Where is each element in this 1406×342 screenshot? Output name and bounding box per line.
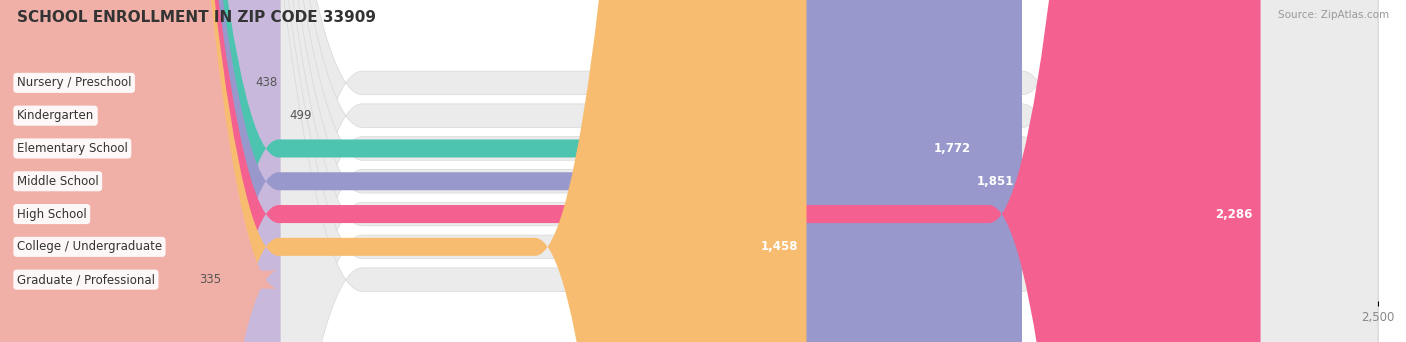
FancyBboxPatch shape: [7, 0, 807, 342]
FancyBboxPatch shape: [0, 0, 278, 342]
FancyBboxPatch shape: [7, 0, 1378, 342]
Text: 499: 499: [288, 109, 311, 122]
Text: 1,851: 1,851: [976, 175, 1014, 188]
FancyBboxPatch shape: [7, 0, 1378, 342]
Text: Source: ZipAtlas.com: Source: ZipAtlas.com: [1278, 10, 1389, 20]
Text: SCHOOL ENROLLMENT IN ZIP CODE 33909: SCHOOL ENROLLMENT IN ZIP CODE 33909: [17, 10, 375, 25]
Text: High School: High School: [17, 208, 87, 221]
Text: 438: 438: [256, 76, 277, 89]
FancyBboxPatch shape: [0, 0, 278, 342]
FancyBboxPatch shape: [7, 0, 979, 342]
FancyBboxPatch shape: [7, 0, 1378, 342]
FancyBboxPatch shape: [7, 0, 1378, 342]
Text: Middle School: Middle School: [17, 175, 98, 188]
Text: 335: 335: [200, 273, 221, 286]
FancyBboxPatch shape: [7, 0, 281, 342]
FancyBboxPatch shape: [7, 0, 1378, 342]
Text: Graduate / Professional: Graduate / Professional: [17, 273, 155, 286]
FancyBboxPatch shape: [7, 0, 1378, 342]
Text: Elementary School: Elementary School: [17, 142, 128, 155]
Text: Kindergarten: Kindergarten: [17, 109, 94, 122]
Text: 1,458: 1,458: [761, 240, 799, 253]
FancyBboxPatch shape: [7, 0, 1378, 342]
Text: 1,772: 1,772: [934, 142, 970, 155]
Text: 2,286: 2,286: [1215, 208, 1253, 221]
FancyBboxPatch shape: [7, 0, 1261, 342]
FancyBboxPatch shape: [7, 0, 1022, 342]
Text: Nursery / Preschool: Nursery / Preschool: [17, 76, 131, 89]
Text: College / Undergraduate: College / Undergraduate: [17, 240, 162, 253]
